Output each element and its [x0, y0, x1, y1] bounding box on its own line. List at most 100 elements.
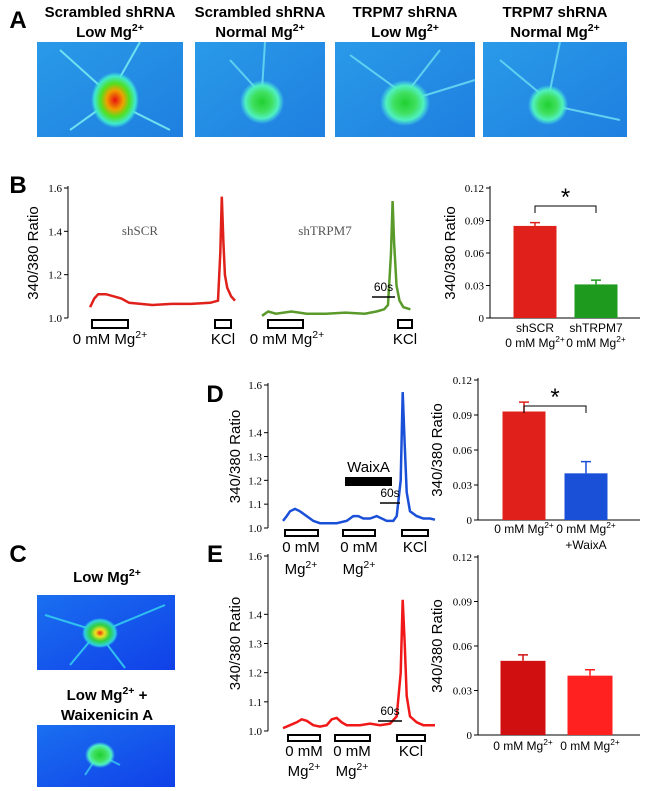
caption: Normal Mg2+ — [215, 22, 305, 41]
text-part: Normal Mg — [215, 24, 293, 41]
annotation: Mg2+ — [336, 761, 369, 780]
annotation: KCl — [403, 539, 427, 556]
text-part: +WaixA — [565, 538, 606, 552]
superscript: 2+ — [616, 334, 626, 344]
y-tick-label: 0.06 — [453, 641, 473, 653]
text-part: Mg — [336, 763, 357, 780]
text-part: + — [134, 687, 147, 704]
error-bar — [581, 460, 591, 474]
text-part: Mg — [343, 561, 364, 578]
text-part: 0 mM — [340, 539, 378, 556]
images-c — [37, 595, 175, 787]
stimulus-bar — [401, 529, 429, 537]
bar — [513, 225, 557, 318]
stimulus-bar — [397, 319, 413, 329]
images-a — [37, 41, 627, 137]
y-tick-label: 0.12 — [465, 183, 484, 195]
text-part: 0 mM Mg — [494, 522, 544, 536]
significance-bracket — [523, 405, 587, 413]
text-part: 0 mM — [333, 743, 371, 760]
text-part: 0 mM Mg — [73, 331, 136, 348]
y-tick-label: 1.3 — [248, 452, 262, 464]
bar — [567, 675, 613, 735]
y-tick-label: 1.6 — [48, 183, 62, 195]
panel-label: B — [9, 172, 26, 199]
y-axis-label: 340/380 Ratio — [429, 403, 446, 496]
caption: TRPM7 shRNA — [502, 4, 607, 21]
cell — [85, 742, 115, 768]
annotation: 0 mM Mg2+ — [73, 329, 148, 348]
trace — [88, 196, 236, 308]
y-tick-label: 1.1 — [248, 499, 262, 511]
superscript: 2+ — [544, 520, 554, 530]
y-tick-label: 0.12 — [453, 552, 472, 564]
y-tick-label: 0.06 — [465, 248, 485, 260]
scale-label: 60s — [380, 486, 399, 500]
superscript: 2+ — [308, 761, 320, 773]
panel-label: A — [9, 7, 26, 34]
annotation: 0 mM — [340, 539, 378, 556]
superscript: 2+ — [427, 22, 439, 34]
stimulus-bar — [91, 319, 129, 329]
text-part: KCl — [403, 539, 427, 556]
series-label: shTRPM7 — [298, 223, 352, 238]
error-bar — [518, 654, 528, 661]
error-bar — [585, 668, 595, 676]
text-part: shSCR — [516, 321, 554, 335]
x-tick-label: 0 mM Mg2+ — [505, 334, 565, 350]
caption: Low Mg2+ — [73, 567, 141, 586]
y-axis-label: 340/380 Ratio — [25, 206, 42, 299]
text-part: TRPM7 shRNA — [502, 4, 607, 21]
y-tick-label: 1.4 — [248, 609, 262, 621]
stimulus-bar — [214, 319, 232, 329]
annotation: Mg2+ — [288, 761, 321, 780]
text-part: 0 mM — [282, 539, 320, 556]
caption: Waixenicin A — [61, 707, 153, 724]
superscript: 2+ — [312, 329, 324, 341]
annotation: 0 mM Mg2+ — [250, 329, 325, 348]
error-bar — [530, 221, 540, 226]
text-part: KCl — [211, 331, 235, 348]
stimulus-bar — [396, 734, 426, 742]
caption: Scrambled shRNA — [195, 4, 326, 21]
y-tick-label: 1.2 — [248, 475, 262, 487]
bar — [500, 660, 546, 735]
y-axis-label: 340/380 Ratio — [227, 410, 244, 503]
cell — [528, 85, 568, 125]
trace — [282, 392, 436, 525]
caption: Scrambled shRNA — [45, 4, 176, 21]
error-bar — [591, 279, 601, 285]
x-tick-label: 0 mM Mg2+ — [560, 737, 620, 753]
cell — [82, 618, 118, 648]
cell — [380, 80, 430, 126]
stimulus-bar — [287, 734, 321, 742]
caption: Low Mg2+ — [76, 22, 144, 41]
y-tick-label: 1.6 — [248, 551, 262, 563]
superscript: 2+ — [132, 22, 144, 34]
scale-label: 60s — [380, 704, 399, 718]
annotation: 0 mM — [285, 743, 323, 760]
significance: * — [550, 384, 559, 411]
text-part: Scrambled shRNA — [195, 4, 326, 21]
stimulus-bar — [267, 319, 304, 329]
superscript: 2+ — [356, 761, 368, 773]
significance-bracket — [534, 205, 597, 213]
y-tick-label: 0 — [479, 313, 485, 325]
text-part: shTRPM7 — [569, 321, 623, 335]
caption: Low Mg2+ — [371, 22, 439, 41]
y-tick-label: 1.4 — [48, 226, 62, 238]
y-tick-label: 0 — [467, 730, 473, 742]
superscript: 2+ — [543, 737, 553, 747]
x-tick-label: 0 mM Mg2+ — [494, 520, 554, 536]
scale-label: 60s — [374, 280, 393, 294]
y-axis-label: 340/380 Ratio — [442, 206, 459, 299]
panel-label: D — [206, 381, 223, 408]
text-part: 0 mM Mg — [556, 522, 606, 536]
panel-label: C — [9, 541, 26, 568]
y-tick-label: 0.03 — [453, 686, 473, 698]
superscript: 2+ — [588, 22, 600, 34]
text-part: Normal Mg — [510, 24, 588, 41]
x-tick-label: shSCR — [516, 321, 554, 335]
trace — [261, 200, 411, 317]
